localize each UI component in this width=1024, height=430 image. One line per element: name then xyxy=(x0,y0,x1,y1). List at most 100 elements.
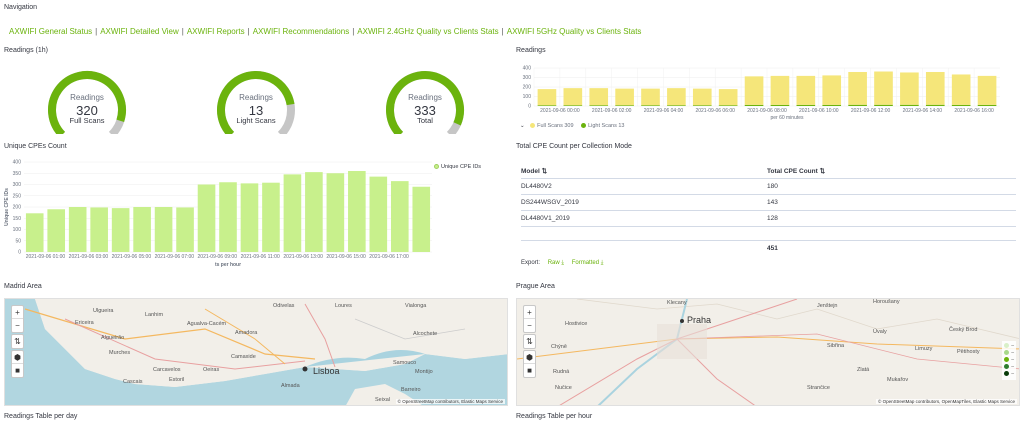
prague-fit-button[interactable]: ⇅ xyxy=(523,334,536,349)
y-tick-label: 200 xyxy=(13,205,22,211)
navigation-links: AXWIFI General Status | AXWIFI Detailed Vi… xyxy=(9,27,642,36)
x-tick-label: 2021-09-06 14:00 xyxy=(903,108,943,114)
draw-rectangle-button[interactable]: ■ xyxy=(15,366,20,375)
bar-unique-cpes xyxy=(305,172,323,252)
y-tick-label: 150 xyxy=(13,216,22,222)
nav-link-detailed-view[interactable]: AXWIFI Detailed View xyxy=(100,27,179,36)
bar-full-scans xyxy=(848,71,867,105)
table-total-row: 451 xyxy=(521,241,1016,257)
export-raw-link[interactable]: Raw ⤓ xyxy=(547,260,565,266)
x-tick-label: 2021-09-06 15:00 xyxy=(326,254,366,260)
madrid-draw-controls: ⬢ ■ xyxy=(11,350,24,378)
bar-full-scans xyxy=(589,88,609,106)
bar-unique-cpes xyxy=(47,209,66,252)
x-tick-label: 2021-09-06 02:00 xyxy=(592,108,632,114)
fit-bounds-icon: ⇅ xyxy=(526,337,533,346)
bar-full-scans xyxy=(977,75,997,105)
nav-link-recommendations[interactable]: AXWIFI Recommendations xyxy=(252,27,350,36)
full-scans-dot xyxy=(530,123,536,129)
gauge-label: Readings xyxy=(70,93,104,102)
zoom-in-button[interactable]: + xyxy=(524,306,535,319)
bar-light-scans xyxy=(744,104,764,106)
prague-map[interactable]: Praha Hostivice Chýně Rudná Nučice Úvaly… xyxy=(516,298,1020,406)
bar-unique-cpes xyxy=(412,186,431,252)
nav-link-general-status[interactable]: AXWIFI General Status xyxy=(9,27,93,36)
x-tick-label: 2021-09-06 10:00 xyxy=(799,108,839,114)
readings-legend: ⌄ Full Scans 309 Light Scans 13 xyxy=(520,123,625,129)
bar-full-scans xyxy=(900,72,919,105)
legend-light-scans[interactable]: Light Scans xyxy=(588,123,617,129)
y-tick-label: 300 xyxy=(13,182,22,188)
x-tick-label: 2021-09-06 04:00 xyxy=(644,108,684,114)
col-total-cpe-count[interactable]: Total CPE Count ⇅ xyxy=(767,164,1016,179)
x-tick-label: 2021-09-06 12:00 xyxy=(851,108,891,114)
bar-light-scans xyxy=(641,105,660,106)
draw-polygon-button[interactable]: ⬢ xyxy=(524,351,535,364)
readings-gauge: Readings 13 Light Scans xyxy=(211,70,301,134)
madrid-map[interactable]: Ulgueira Ericeira Lanhim Agualva-Cacém A… xyxy=(4,298,508,406)
x-tick-label: 2021-09-06 01:00 xyxy=(26,254,66,260)
col-model[interactable]: Model ⇅ xyxy=(521,164,767,179)
y-tick-label: 50 xyxy=(15,238,21,244)
bar-light-scans xyxy=(615,105,634,106)
bar-unique-cpes xyxy=(262,182,280,252)
gauge-value: 13 xyxy=(248,103,264,118)
nav-link-24ghz-stats[interactable]: AXWIFI 2.4GHz Quality vs Clients Stats xyxy=(357,27,499,36)
bar-unique-cpes xyxy=(348,171,366,252)
table-total: 451 xyxy=(767,245,778,252)
nav-link-5ghz-stats[interactable]: AXWIFI 5GHz Quality vs Clients Stats xyxy=(506,27,642,36)
bar-unique-cpes xyxy=(326,173,345,252)
bar-light-scans xyxy=(563,105,583,106)
bar-full-scans xyxy=(770,75,790,105)
gauge-fill xyxy=(48,71,126,134)
gauge-label: Readings xyxy=(408,93,442,102)
y-tick-label: 250 xyxy=(13,193,22,199)
x-tick-label: 2021-09-06 08:00 xyxy=(747,108,787,114)
export-formatted-link[interactable]: Formatted ⤓ xyxy=(571,260,604,266)
zoom-out-button[interactable]: − xyxy=(15,321,20,330)
download-icon: ⤓ xyxy=(600,260,604,266)
unique-cpes-legend[interactable]: Unique CPE IDs xyxy=(434,164,481,170)
readings-chart-title: Readings xyxy=(516,47,546,54)
bar-full-scans xyxy=(874,71,893,105)
draw-polygon-button[interactable]: ⬢ xyxy=(12,351,23,364)
y-tick-label: 300 xyxy=(523,75,532,81)
bar-unique-cpes xyxy=(197,184,216,252)
x-tick-label: 2021-09-06 17:00 xyxy=(369,254,409,260)
table-row: DL4480V1_2019 128 xyxy=(521,210,1016,227)
bar-light-scans xyxy=(796,104,816,106)
table-row: DS244WSGV_2019 143 xyxy=(521,194,1016,211)
table-row: DL4480V2 180 xyxy=(521,178,1016,195)
lisboa-marker[interactable] xyxy=(302,366,308,372)
bar-full-scans xyxy=(822,75,842,105)
draw-rectangle-button[interactable]: ■ xyxy=(527,366,532,375)
prague-map-legend: – – – – – xyxy=(1002,341,1016,380)
legend-full-scans[interactable]: Full Scans xyxy=(537,123,563,129)
prague-map-tiles xyxy=(517,299,1019,405)
praha-marker[interactable] xyxy=(680,319,684,323)
legend-toggle-icon[interactable]: ⌄ xyxy=(520,123,525,129)
x-axis-label: per 60 minutes xyxy=(770,115,804,121)
bar-full-scans xyxy=(951,74,971,105)
bar-unique-cpes xyxy=(90,207,108,252)
unique-cpes-chart: 0 50 100 150 200 250 300 350 400 Unique CPE IDs 20… xyxy=(4,160,432,268)
bar-full-scans xyxy=(667,88,686,106)
zoom-in-button[interactable]: + xyxy=(12,306,23,319)
readings-gauge: Readings 333 Total xyxy=(380,70,470,134)
x-tick-label: 2021-09-06 05:00 xyxy=(112,254,152,260)
x-tick-label: 2021-09-06 09:00 xyxy=(198,254,238,260)
y-tick-label: 200 xyxy=(523,85,532,91)
zoom-out-button[interactable]: − xyxy=(527,321,532,330)
gauge-value: 320 xyxy=(76,103,98,118)
prague-zoom-controls: + − xyxy=(523,305,536,333)
bar-full-scans xyxy=(563,88,583,106)
x-tick-label: 2021-09-06 13:00 xyxy=(283,254,323,260)
gauge-label: Readings xyxy=(239,93,273,102)
y-tick-label: 0 xyxy=(528,104,531,110)
bar-unique-cpes xyxy=(25,213,44,252)
nav-link-reports[interactable]: AXWIFI Reports xyxy=(186,27,245,36)
download-icon: ⤓ xyxy=(561,260,565,266)
bar-light-scans xyxy=(537,105,557,106)
madrid-fit-button[interactable]: ⇅ xyxy=(11,334,24,349)
bar-unique-cpes xyxy=(176,207,194,252)
